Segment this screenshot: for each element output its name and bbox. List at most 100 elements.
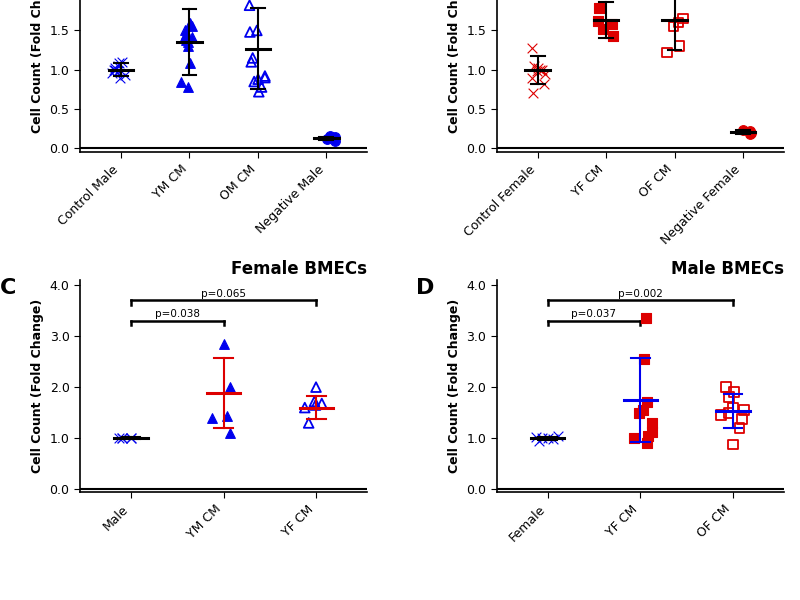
Point — [641, 439, 654, 448]
Point — [258, 73, 271, 82]
Point — [116, 433, 129, 443]
Point — [533, 436, 546, 446]
Point — [735, 414, 748, 424]
Point — [677, 14, 690, 23]
Point — [106, 68, 118, 77]
Point — [628, 433, 641, 443]
Point — [243, 27, 256, 37]
Point — [538, 69, 551, 79]
Point — [221, 412, 234, 421]
Point — [606, 31, 619, 41]
Point — [727, 440, 740, 449]
Point — [255, 82, 268, 92]
Point — [534, 65, 546, 74]
Point — [593, 4, 606, 13]
Point — [720, 382, 733, 392]
Point — [179, 29, 192, 39]
Point — [722, 392, 735, 402]
Point — [633, 408, 646, 418]
Point — [250, 26, 263, 35]
Point — [530, 433, 542, 442]
Point — [308, 397, 321, 406]
Point — [645, 427, 658, 437]
Point — [302, 418, 315, 428]
Point — [310, 382, 322, 392]
Text: D: D — [416, 278, 434, 298]
Point — [113, 59, 126, 68]
Point — [591, 16, 604, 26]
Point — [328, 136, 341, 145]
Point — [243, 1, 256, 10]
Point — [528, 61, 541, 71]
Point — [309, 400, 322, 410]
Point — [182, 41, 194, 51]
Point — [606, 19, 618, 29]
Point — [551, 431, 564, 441]
Point — [743, 126, 756, 136]
Point — [542, 433, 555, 443]
Point — [178, 34, 190, 43]
Point — [526, 43, 538, 53]
Point — [245, 57, 258, 67]
Point — [321, 134, 334, 144]
Y-axis label: Cell Count (Fold Change): Cell Count (Fold Change) — [448, 299, 461, 473]
Point — [714, 410, 727, 420]
Point — [531, 67, 544, 76]
Point — [218, 339, 230, 349]
Point — [315, 398, 328, 408]
Point — [673, 41, 686, 51]
Point — [184, 59, 197, 68]
Point — [642, 431, 654, 440]
Point — [727, 388, 740, 397]
Point — [637, 406, 650, 415]
Point — [727, 403, 740, 412]
Point — [639, 313, 652, 323]
Point — [118, 70, 131, 80]
Text: p=0.038: p=0.038 — [155, 309, 200, 319]
Point — [536, 65, 549, 74]
Point — [125, 433, 138, 443]
Text: p=0.065: p=0.065 — [201, 289, 246, 299]
Point — [734, 423, 746, 433]
Text: Male BMECs: Male BMECs — [671, 260, 784, 278]
Point — [538, 79, 550, 89]
Point — [113, 73, 126, 82]
Point — [223, 382, 236, 392]
Point — [182, 82, 194, 92]
Text: p=0.037: p=0.037 — [571, 309, 617, 319]
Point — [667, 22, 680, 31]
Point — [324, 131, 337, 140]
Point — [115, 57, 128, 67]
Point — [526, 73, 539, 82]
Point — [224, 428, 237, 438]
Y-axis label: Cell Count (Fold Change): Cell Count (Fold Change) — [31, 0, 44, 133]
Point — [722, 408, 735, 418]
Text: p=0.002: p=0.002 — [618, 289, 662, 299]
Point — [745, 128, 758, 137]
Point — [125, 433, 138, 443]
Point — [252, 87, 265, 97]
Point — [646, 418, 658, 428]
Point — [252, 74, 265, 84]
Point — [111, 67, 124, 76]
Point — [185, 32, 198, 41]
Point — [206, 413, 218, 422]
Point — [661, 47, 674, 57]
Point — [183, 18, 196, 28]
Point — [180, 35, 193, 44]
Point — [737, 125, 750, 134]
Point — [107, 65, 120, 74]
Point — [672, 18, 685, 28]
Text: Female BMECs: Female BMECs — [231, 260, 367, 278]
Point — [597, 24, 610, 34]
Point — [638, 354, 650, 364]
Point — [535, 433, 548, 443]
Point — [258, 71, 271, 81]
Point — [248, 77, 261, 86]
Y-axis label: Cell Count (Fold Change): Cell Count (Fold Change) — [31, 299, 44, 473]
Point — [182, 37, 194, 47]
Point — [179, 26, 192, 35]
Point — [738, 406, 750, 415]
Point — [298, 403, 311, 412]
Point — [174, 77, 187, 86]
